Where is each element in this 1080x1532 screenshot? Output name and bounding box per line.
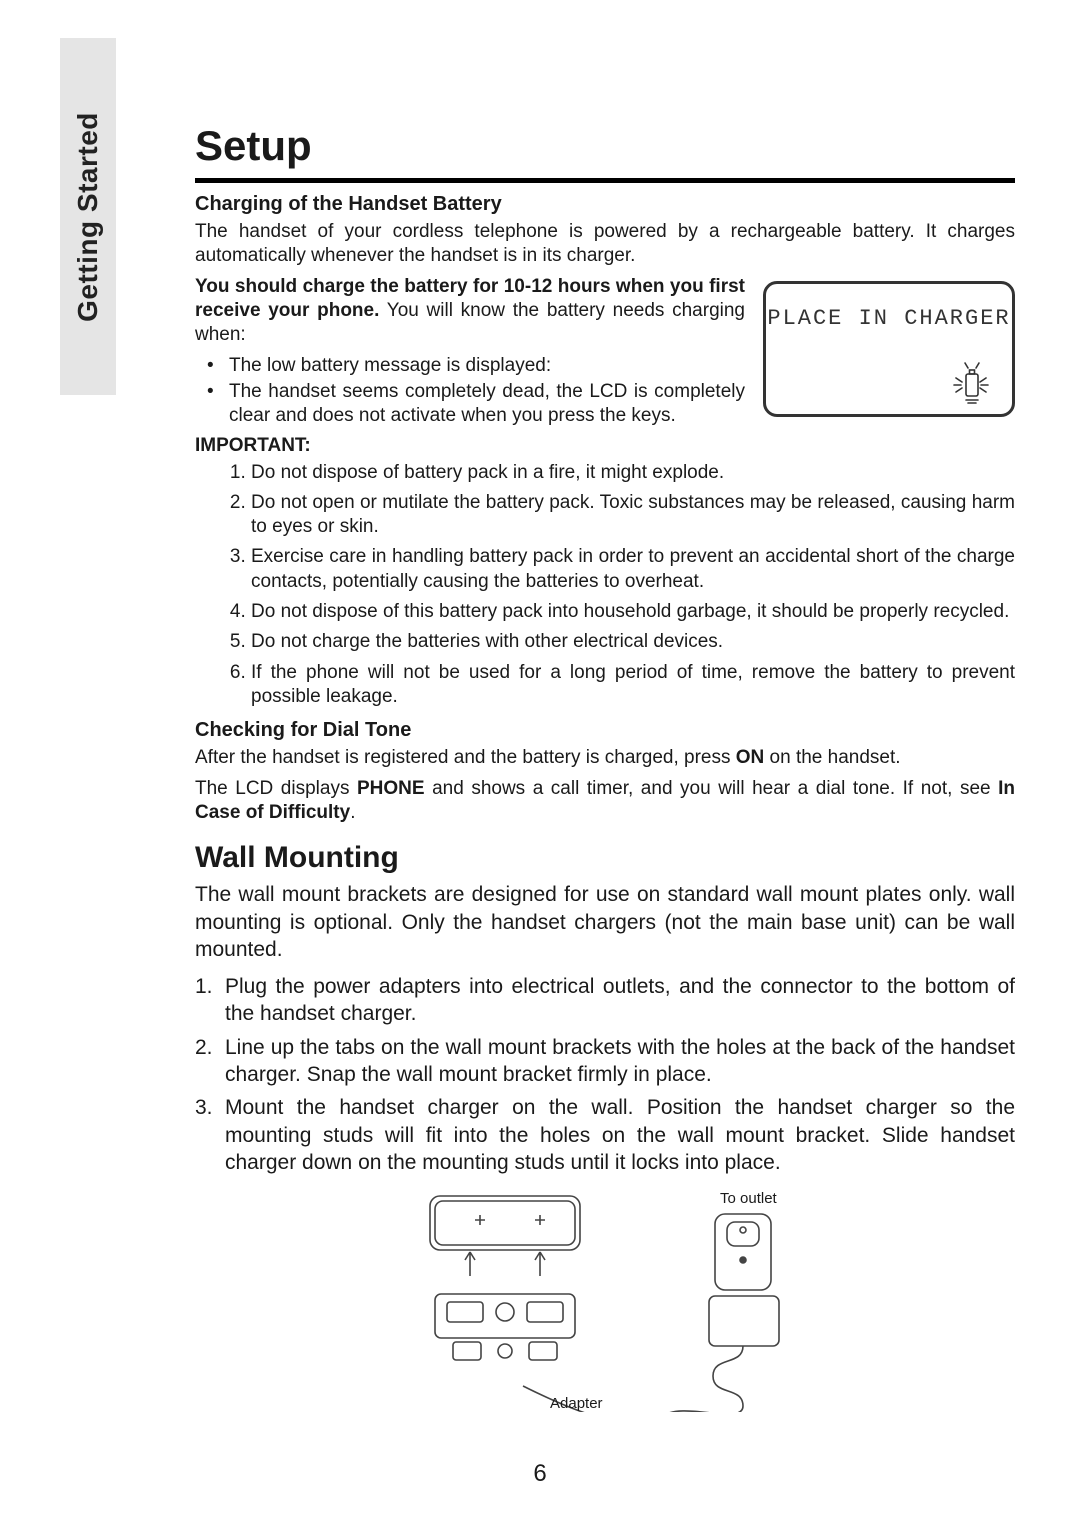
wall-step-text: Line up the tabs on the wall mount brack… [225,1036,1015,1086]
wall-step-text: Plug the power adapters into electrical … [225,975,1015,1025]
wall-mounting-steps: 1.Plug the power adapters into electrica… [195,973,1015,1176]
charging-row: You should charge the battery for 10-12 … [195,275,1015,429]
wall-mount-svg [335,1186,875,1412]
important-item: Do not charge the batteries with other e… [251,630,1015,654]
title-rule [195,178,1015,183]
section-tab: Getting Started [60,38,116,395]
battery-low-icon [946,358,996,404]
charging-heading: Charging of the Handset Battery [195,193,1015,216]
important-item: Do not dispose of battery pack in a fire… [251,461,1015,485]
charging-bullet: The low battery message is displayed: [229,354,745,378]
dt-l1-post: on the handset. [764,747,900,768]
dial-tone-line1: After the handset is registered and the … [195,746,1015,770]
important-item: Do not open or mutilate the battery pack… [251,491,1015,540]
wall-step: 3.Mount the handset charger on the wall.… [195,1094,1015,1176]
dt-l2-post: . [350,802,355,823]
dt-l1-bold: ON [736,747,765,768]
wall-step: 2.Line up the tabs on the wall mount bra… [195,1034,1015,1089]
dial-tone-heading: Checking for Dial Tone [195,719,1015,742]
section-tab-label: Getting Started [72,112,104,322]
wall-mount-diagram: To outlet [335,1186,875,1412]
adapter-label: Adapter [550,1395,603,1412]
charging-lead: You should charge the battery for 10-12 … [195,275,745,429]
dt-l2-mid: and shows a call timer, and you will hea… [425,778,999,799]
dt-l1-pre: After the handset is registered and the … [195,747,736,768]
dt-l2-bold: PHONE [357,778,425,799]
important-list: Do not dispose of battery pack in a fire… [195,461,1015,710]
lcd-text: PLACE IN CHARGER [766,306,1012,331]
important-item: If the phone will not be used for a long… [251,661,1015,710]
manual-page: Getting Started Setup Charging of the Ha… [0,0,1080,1532]
charging-bullets: The low battery message is displayed: Th… [195,354,745,429]
important-heading: IMPORTANT: [195,435,1015,457]
dt-l2-pre: The LCD displays [195,778,357,799]
page-number: 6 [0,1460,1080,1488]
wall-mounting-title: Wall Mounting [195,841,1015,875]
page-title: Setup [195,122,1015,176]
important-item: Exercise care in handling battery pack i… [251,545,1015,594]
wall-mounting-intro: The wall mount brackets are designed for… [195,881,1015,963]
wall-step-text: Mount the handset charger on the wall. P… [225,1096,1015,1174]
important-item: Do not dispose of this battery pack into… [251,600,1015,624]
charging-bullet: The handset seems completely dead, the L… [229,380,745,429]
dial-tone-line2: The LCD displays PHONE and shows a call … [195,777,1015,826]
page-content: Setup Charging of the Handset Battery Th… [195,122,1015,1412]
lcd-illustration: PLACE IN CHARGER [763,281,1015,417]
wall-step: 1.Plug the power adapters into electrica… [195,973,1015,1028]
charging-intro: The handset of your cordless telephone i… [195,220,1015,269]
